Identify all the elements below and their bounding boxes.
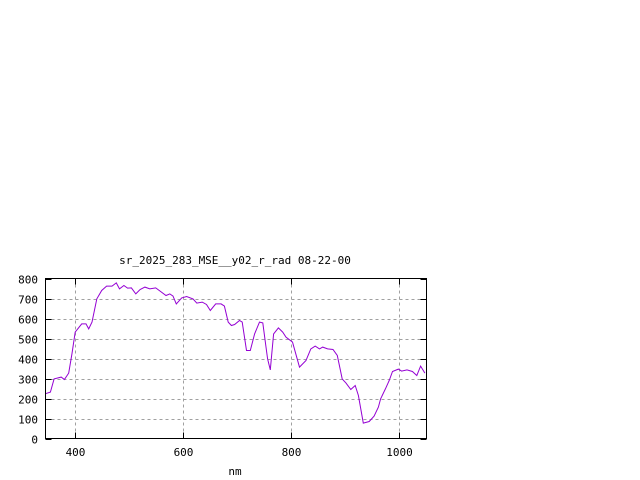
grid (45, 278, 427, 439)
plot-border (45, 278, 427, 439)
y-tick-label: 500 (18, 334, 38, 347)
y-tick-label: 200 (18, 394, 38, 407)
y-tick-label: 400 (18, 354, 38, 367)
x-tick-label: 600 (174, 446, 194, 459)
y-tick-label: 700 (18, 294, 38, 307)
y-tick-label: 600 (18, 314, 38, 327)
y-tick-label: 300 (18, 374, 38, 387)
series-line (45, 282, 426, 424)
x-tick-label: 1000 (386, 446, 413, 459)
x-tick-label: 800 (282, 446, 302, 459)
chart-title: sr_2025_283_MSE__y02_r_rad 08-22-00 (119, 254, 351, 267)
ticks: 0 100 200 300 400 500 600 700 800 400 600 800 1000 (18, 274, 427, 459)
x-axis-label: nm (228, 465, 242, 478)
y-tick-label: 0 (31, 434, 38, 447)
y-tick-label: 800 (18, 274, 38, 287)
x-tick-label: 400 (66, 446, 86, 459)
y-tick-label: 100 (18, 414, 38, 427)
